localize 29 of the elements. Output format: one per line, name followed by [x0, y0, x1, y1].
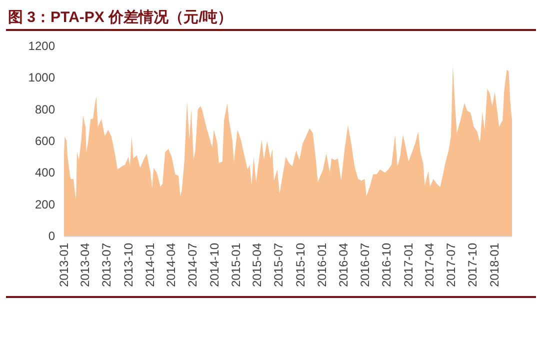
x-tick-label: 2017-10 — [466, 242, 480, 288]
x-tick-label: 2014-07 — [186, 242, 200, 288]
x-tick-label: 2013-10 — [121, 242, 136, 288]
x-tick-label: 2015-10 — [293, 242, 308, 288]
x-tick-label: 2013-07 — [100, 242, 114, 288]
x-tick-label: 2018-01 — [487, 242, 502, 288]
y-tick-label: 0 — [48, 229, 56, 243]
x-tick-label: 2015-04 — [250, 242, 264, 288]
y-tick-label: 1000 — [28, 70, 56, 85]
x-tick-label: 2016-04 — [336, 242, 350, 288]
y-tick-label: 1200 — [28, 39, 56, 53]
x-tick-label: 2014-10 — [207, 242, 222, 288]
x-tick-label: 2017-01 — [401, 242, 416, 288]
x-tick-label: 2017-04 — [422, 242, 437, 288]
x-tick-label: 2017-07 — [444, 242, 458, 288]
title: 图 3：PTA-PX 价差情况（元/吨） — [8, 9, 233, 26]
y-tick-label: 400 — [34, 166, 56, 180]
x-tick-label: 2015-01 — [229, 242, 244, 288]
x-tick-label: 2015-07 — [272, 242, 286, 288]
y-tick-label: 600 — [34, 134, 56, 148]
x-tick-label: 2016-07 — [358, 242, 372, 288]
x-tick-label: 2016-01 — [315, 242, 330, 288]
y-tick-label: 200 — [34, 197, 56, 212]
x-tick-label: 2013-04 — [78, 242, 92, 288]
y-tick-label: 800 — [34, 102, 56, 116]
x-tick-label: 2013-01 — [57, 242, 71, 288]
x-tick-label: 2016-10 — [380, 242, 394, 288]
x-tick-label: 2014-01 — [143, 242, 158, 288]
x-tick-label: 2014-04 — [164, 242, 178, 288]
